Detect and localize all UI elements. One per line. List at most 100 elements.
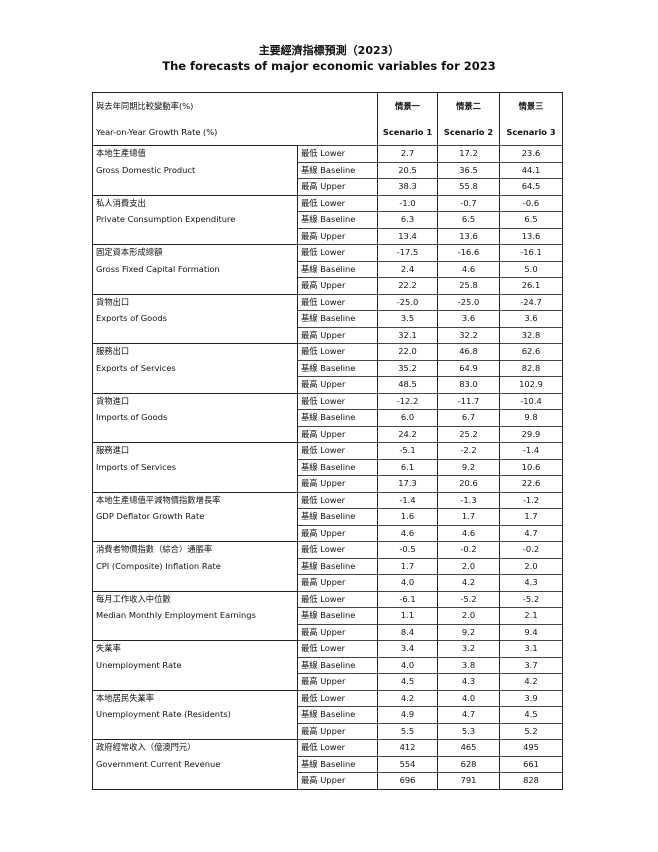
indicator-name-zh: 服務出口	[92, 343, 298, 360]
bound-label: 基線 Baseline	[296, 607, 378, 624]
value-cell: 3.1	[499, 640, 564, 657]
table-row: 貨物進口 最低 Lower -12.2 -11.7 -10.4	[92, 392, 564, 410]
value-cell: -0.6	[499, 194, 564, 212]
bound-label: 最高 Upper	[296, 178, 378, 195]
value-cell: 20.5	[377, 161, 439, 179]
bound-label: 最高 Upper	[296, 574, 378, 591]
table-row: 最高 Upper 5.5 5.3 5.2	[92, 722, 564, 740]
scenario-2-en: Scenario 2	[437, 119, 501, 146]
value-cell: 10.6	[499, 458, 564, 476]
title-chinese: 主要經濟指標預測（2023）	[258, 44, 400, 57]
table-row: 固定資本形成總額 最低 Lower -17.5 -16.6 -16.1	[92, 244, 564, 261]
indicator-name-zh: 每月工作收入中位數	[92, 590, 298, 608]
value-cell: 6.5	[437, 211, 501, 228]
indicator-name-zh: 失業率	[92, 640, 298, 657]
value-cell: 828	[499, 772, 564, 789]
table-row: 最高 Upper 4.6 4.6 4.7	[92, 524, 564, 542]
value-cell: -25.0	[377, 293, 439, 311]
value-cell: 6.0	[377, 409, 439, 426]
value-cell: -24.7	[499, 293, 564, 311]
value-cell: 6.1	[377, 458, 439, 476]
bound-label: 最高 Upper	[296, 227, 378, 245]
value-cell: 102.9	[499, 376, 564, 393]
value-cell: 22.2	[377, 277, 439, 294]
value-cell: -0.5	[377, 541, 439, 558]
value-cell: 3.4	[377, 640, 439, 657]
header-row-zh: 與去年同期比較變動率(%) 情景一 情景二 情景三	[91, 92, 564, 119]
indicator-name-en: Imports of Services	[92, 459, 298, 476]
value-cell: -10.4	[499, 392, 564, 410]
value-cell: 26.1	[499, 277, 564, 294]
value-cell: 35.2	[377, 359, 439, 377]
value-cell: -25.0	[437, 293, 501, 311]
value-cell: 13.6	[437, 227, 501, 245]
value-cell: -16.1	[499, 244, 564, 261]
table-row: 本地生產總值平減物價指數增長率 最低 Lower -1.4 -1.3 -1.2	[92, 491, 564, 509]
bound-label: 最低 Lower	[296, 145, 378, 162]
value-cell: 1.7	[437, 508, 501, 525]
value-cell: 4.7	[499, 524, 564, 542]
value-cell: 46.8	[437, 343, 501, 360]
value-cell: 25.2	[437, 425, 501, 443]
table-row: 最高 Upper 48.5 83.0 102.9	[92, 376, 564, 393]
indicator-blank	[92, 673, 298, 690]
table-row: Exports of Services 基線 Baseline 35.2 64.9 82…	[92, 359, 564, 377]
value-cell: 4.6	[377, 524, 439, 542]
bound-label: 最低 Lower	[296, 442, 378, 459]
bound-label: 基線 Baseline	[296, 161, 378, 179]
value-cell: 32.8	[499, 326, 564, 344]
value-cell: 48.5	[377, 376, 439, 393]
table-row: 服務進口 最低 Lower -5.1 -2.2 -1.4	[92, 442, 564, 459]
value-cell: -5.2	[437, 590, 501, 608]
value-cell: 38.3	[377, 178, 439, 195]
value-cell: 465	[437, 739, 501, 756]
value-cell: 4.0	[437, 689, 501, 707]
value-cell: 20.6	[437, 475, 501, 492]
indicator-blank	[92, 228, 298, 245]
value-cell: 2.0	[499, 557, 564, 575]
value-cell: 9.8	[499, 409, 564, 426]
value-cell: 3.2	[437, 640, 501, 657]
bound-label: 最低 Lower	[296, 343, 378, 360]
indicator-name-en: Exports of Goods	[92, 310, 298, 327]
scenario-1-en: Scenario 1	[377, 119, 439, 146]
value-cell: 4.5	[377, 673, 439, 690]
bound-label: 最低 Lower	[296, 689, 378, 707]
scenario-3-zh: 情景三	[499, 92, 564, 119]
bound-label: 基線 Baseline	[296, 211, 378, 228]
value-cell: 44.1	[499, 161, 564, 179]
table-row: Gross Domestic Product 基線 Baseline 20.5 36.…	[92, 161, 564, 179]
indicator-name-zh: 政府經常收入（億澳門元）	[92, 739, 298, 756]
table-row: 本地生產總值 最低 Lower 2.7 17.2 23.6	[92, 145, 564, 162]
header-row-en: Year-on-Year Growth Rate (%) Scenario 1 …	[91, 119, 564, 146]
value-cell: 1.1	[377, 607, 439, 624]
bound-label: 基線 Baseline	[296, 508, 378, 525]
table-row: 最高 Upper 4.5 4.3 4.2	[92, 673, 564, 690]
scenario-2-zh: 情景二	[437, 92, 501, 119]
table-row: 最高 Upper 17.3 20.6 22.6	[92, 475, 564, 492]
value-cell: 412	[377, 739, 439, 756]
value-cell: 13.6	[499, 227, 564, 245]
table-row: Imports of Goods 基線 Baseline 6.0 6.7 9.8	[92, 409, 564, 426]
value-cell: 22.6	[499, 475, 564, 492]
value-cell: 24.2	[377, 425, 439, 443]
indicator-blank	[92, 426, 298, 443]
indicator-blank	[92, 376, 298, 393]
value-cell: 661	[499, 755, 564, 773]
bound-label: 基線 Baseline	[296, 409, 378, 426]
value-cell: 25.8	[437, 277, 501, 294]
value-cell: 9.4	[499, 623, 564, 641]
indicator-name-zh: 貨物進口	[92, 392, 298, 410]
indicator-blank	[92, 574, 298, 591]
indicator-name-en: Exports of Services	[92, 360, 298, 377]
value-cell: 4.3	[499, 574, 564, 591]
bound-label: 基線 Baseline	[296, 458, 378, 476]
indicator-blank	[92, 277, 298, 294]
table-row: 失業率 最低 Lower 3.4 3.2 3.1	[92, 640, 564, 657]
table-row: Government Current Revenue 基線 Baseline 554…	[92, 755, 564, 773]
indicator-blank	[92, 772, 298, 789]
value-cell: 3.6	[499, 310, 564, 327]
bound-label: 最高 Upper	[296, 772, 378, 789]
bound-label: 最低 Lower	[296, 590, 378, 608]
bound-label: 最高 Upper	[296, 722, 378, 740]
